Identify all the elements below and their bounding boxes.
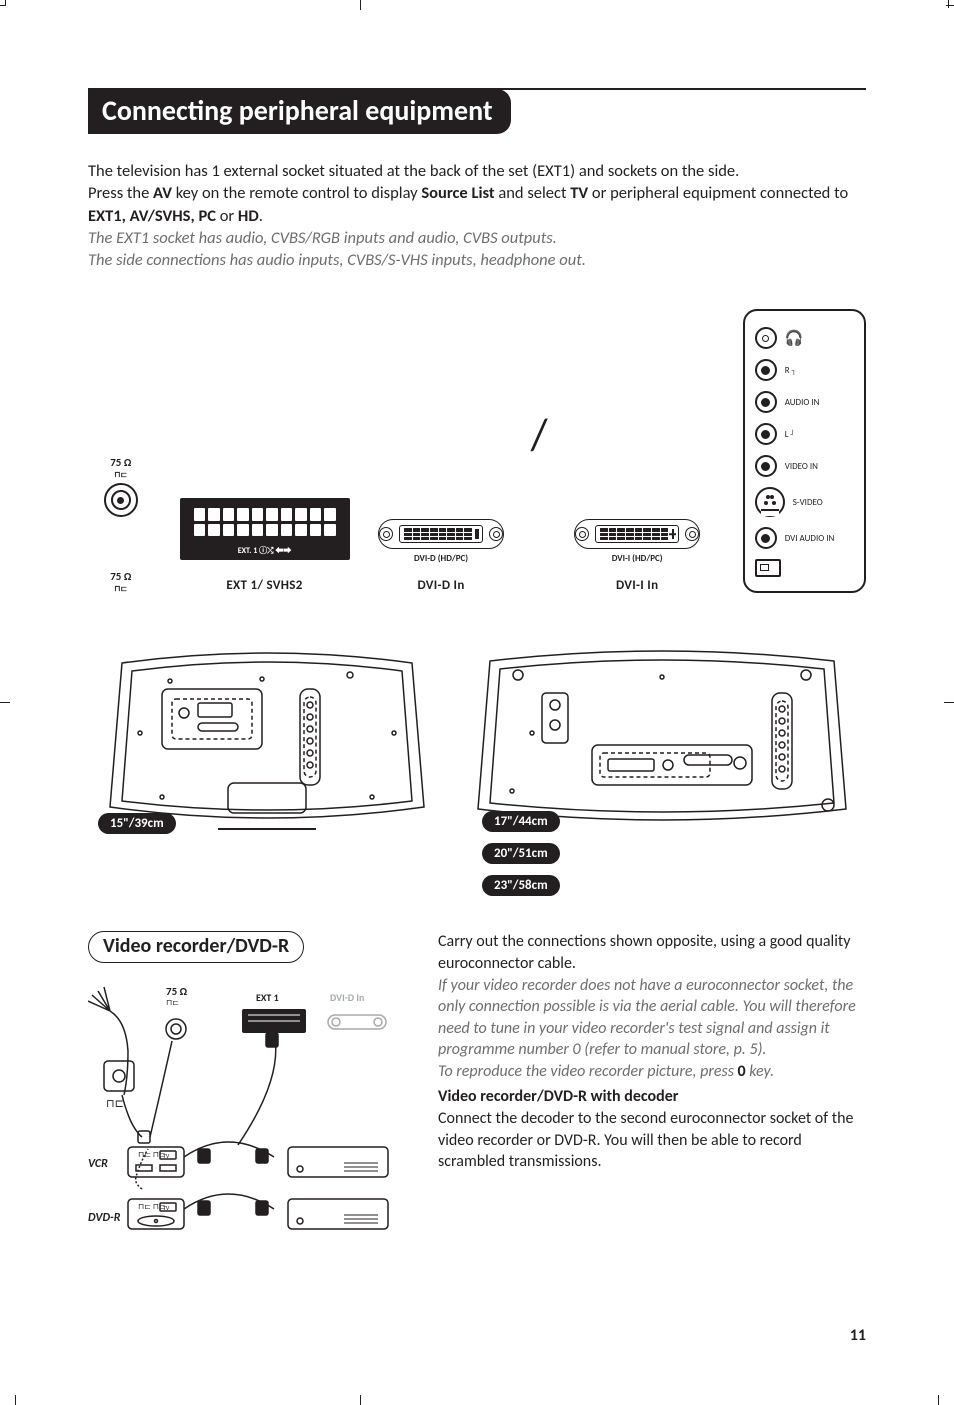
side-panel: 🎧 R ┐ AUDIO IN L ┘ VIDEO IN S-VIDEO DVI …	[743, 309, 866, 593]
size-badge-17: 17"/44cm	[482, 811, 560, 832]
dvi-i-caption: DVI-I In	[616, 578, 658, 593]
vcr-instructions: Carry out the connections shown opposite…	[438, 931, 866, 1173]
slash-divider: /	[529, 407, 550, 495]
svideo-label: S-VIDEO	[793, 498, 823, 507]
crop-mark	[938, 1395, 939, 1405]
audio-in-label: AUDIO IN	[785, 398, 820, 407]
card-slot-icon	[755, 559, 781, 577]
impedance-label: 75 Ω⊓⊏	[110, 457, 131, 479]
svg-text:EXT 1: EXT 1	[256, 991, 279, 1004]
dvi-d-sublabel: DVI-D (HD/PC)	[414, 553, 468, 564]
dvi-i-icon	[574, 519, 700, 549]
svg-text:DVI-D In: DVI-D In	[330, 991, 364, 1004]
dvi-audio-jack-icon	[755, 527, 777, 549]
wiring-diagram-column: Video recorder/DVD-R 75 Ω ⊓⊏ EXT 1 DVI-D…	[88, 931, 408, 1242]
intro-italic-1: The EXT1 socket has audio, CVBS/RGB inpu…	[88, 227, 866, 249]
crop-mark	[360, 1395, 361, 1405]
scart-icon: EXT. 1 ⓘ⤮ ⬅➡	[180, 498, 350, 560]
dvi-d-caption: DVI-D In	[417, 578, 464, 593]
size-badge-15: 15"/39cm	[98, 813, 176, 834]
vcr-p1: Carry out the connections shown opposite…	[438, 931, 866, 974]
audio-r-jack-icon	[755, 359, 777, 381]
video-jack-icon	[755, 455, 777, 477]
vcr-subheading: Video recorder/DVD-R with decoder	[438, 1086, 866, 1108]
audio-jack-icon	[755, 391, 777, 413]
intro-paragraph: The television has 1 external socket sit…	[88, 160, 866, 271]
dvi-audio-label: DVI AUDIO IN	[785, 534, 835, 543]
intro-line1: The television has 1 external socket sit…	[88, 161, 739, 181]
svg-text:⊓⊏: ⊓⊏	[106, 1097, 124, 1110]
vcr-card-title-pill: Video recorder/DVD-R	[88, 931, 304, 963]
coax-port-block: 75 Ω⊓⊏ 75 Ω⊓⊏	[88, 457, 154, 593]
connector-diagram: 75 Ω⊓⊏ 75 Ω⊓⊏ EXT. 1 ⓘ⤮ ⬅➡ EXT 1/ SVHS2	[88, 309, 866, 853]
coax-icon	[104, 483, 138, 517]
scart-caption: EXT 1/ SVHS2	[226, 578, 302, 593]
dvi-d-port-block: DVI-D (HD/PC) DVI-D In	[376, 519, 507, 593]
vcr-p4: Connect the decoder to the second euroco…	[438, 1108, 866, 1173]
size-badge-23: 23"/58cm	[482, 875, 560, 896]
intro-italic-2: The side connections has audio inputs, C…	[88, 249, 866, 271]
svg-text:TV: TV	[163, 1152, 170, 1160]
crop-mark	[15, 1395, 16, 1405]
crop-mark	[5, 0, 6, 6]
scart-port-block: EXT. 1 ⓘ⤮ ⬅➡ EXT 1/ SVHS2	[176, 498, 354, 593]
impedance-label: 75 Ω⊓⊏	[110, 571, 131, 593]
crop-mark	[948, 0, 949, 8]
crop-mark	[360, 0, 361, 10]
headphone-jack-icon	[755, 327, 777, 349]
dvi-i-port-block: DVI-I (HD/PC) DVI-I In	[572, 519, 703, 593]
svg-text:75 Ω: 75 Ω	[166, 985, 188, 998]
vcr-p2: If your video recorder does not have a e…	[438, 975, 866, 1061]
dvi-i-sublabel: DVI-I (HD/PC)	[612, 553, 663, 564]
crop-mark	[944, 702, 954, 703]
svg-text:⊓⊏: ⊓⊏	[166, 998, 179, 1008]
svg-text:TV: TV	[163, 1204, 170, 1212]
svg-text:DVD-R: DVD-R	[88, 1211, 121, 1225]
video-in-label: VIDEO IN	[785, 462, 818, 471]
tv-back-17-23in: 17"/44cm 20"/51cm 23"/58cm	[472, 633, 852, 853]
dvi-d-icon	[378, 519, 504, 549]
crop-mark	[0, 702, 10, 703]
vcr-p3: To reproduce the video recorder picture,…	[438, 1061, 866, 1083]
page-title: Connecting peripheral equipment	[88, 89, 511, 134]
wiring-diagram: 75 Ω ⊓⊏ EXT 1 DVI-D In ⊓⊏ VCR ⊓⊏ ⊓⊏	[88, 977, 408, 1237]
page-number: 11	[850, 1326, 866, 1345]
audio-l-jack-icon	[755, 423, 777, 445]
size-badge-20: 20"/51cm	[482, 843, 560, 864]
tv-back-15in: 15"/39cm	[102, 633, 432, 853]
svg-text:VCR: VCR	[88, 1157, 108, 1171]
svideo-icon	[755, 487, 785, 517]
headphone-icon: 🎧	[785, 329, 804, 348]
